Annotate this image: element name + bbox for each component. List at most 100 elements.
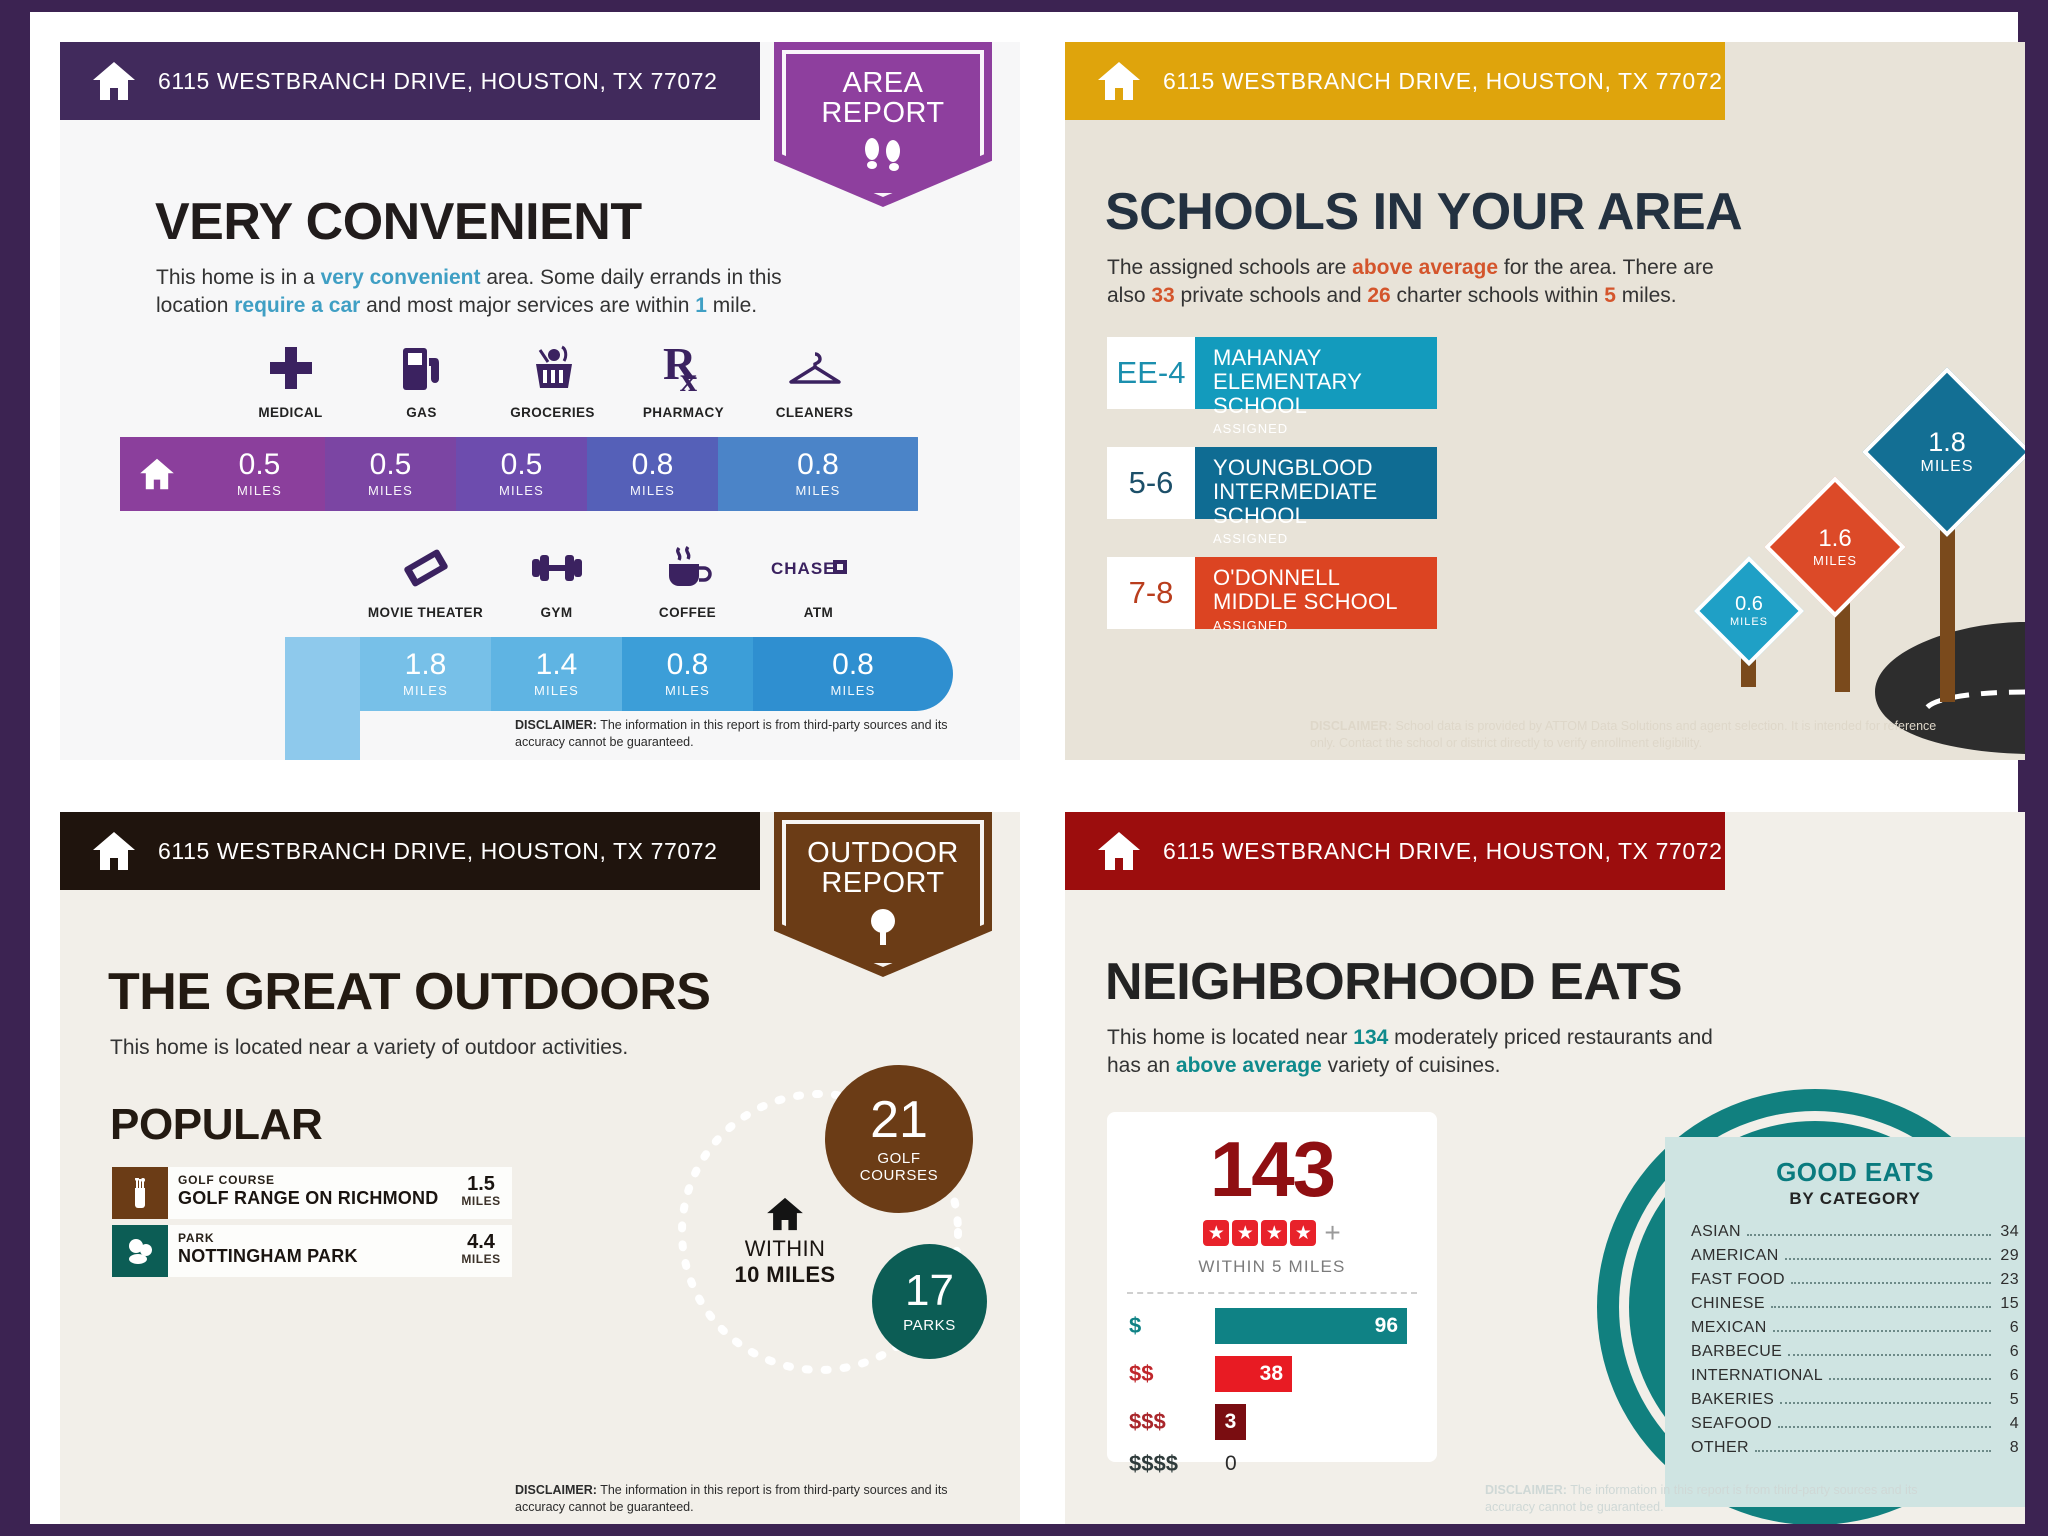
good-eats-count: 4 xyxy=(2009,1415,2019,1432)
area-bar-cutout xyxy=(285,511,953,606)
good-eats-row: FAST FOOD 23 xyxy=(1691,1271,2019,1289)
good-eats-category: INTERNATIONAL xyxy=(1691,1367,1824,1384)
home-icon xyxy=(1098,62,1140,100)
area-report-badge: AREA REPORT xyxy=(774,42,992,207)
property-address: 6115 WESTBRANCH DRIVE, HOUSTON, TX 77072 xyxy=(158,837,718,864)
area-label-coffee: COFFEE xyxy=(658,605,717,620)
leader-dots xyxy=(1784,1258,1991,1260)
area-dist-gym: 1.4 MILES xyxy=(491,637,622,711)
price-bar-3: 3 xyxy=(1215,1404,1246,1440)
popular-row-park: PARK NOTTINGHAM PARK 4.4 MILES xyxy=(112,1225,512,1277)
area-label-medical: MEDICAL xyxy=(258,405,323,420)
area-top-distance-bar: 0.5 MILES 0.5 MILES 0.5 MILES 0.8 MILES 0.8 M… xyxy=(120,437,953,511)
dumbbell-icon xyxy=(491,537,622,599)
outdoor-title: THE GREAT OUTDOORS xyxy=(108,963,711,1021)
school-name-0: MAHANAY ELEMENTARY SCHOOL xyxy=(1213,345,1362,418)
medical-cross-icon xyxy=(225,337,356,399)
school-grade-1: 5-6 xyxy=(1107,447,1195,519)
school-status-2: ASSIGNED xyxy=(1213,617,1289,633)
good-eats-category: BARBECUE xyxy=(1691,1343,1783,1360)
price-row-1: $ 96 xyxy=(1129,1308,1421,1344)
food-title: NEIGHBORHOOD EATS xyxy=(1105,953,1683,1011)
grocery-basket-icon xyxy=(487,337,618,399)
outdoor-badge-line2: REPORT xyxy=(821,867,945,900)
school-grade-0: EE-4 xyxy=(1107,337,1195,409)
area-item-medical: MEDICAL xyxy=(225,337,356,420)
area-dist-atm: 0.8 MILES xyxy=(753,637,953,711)
area-dist-pharmacy: 0.8 MILES xyxy=(587,437,718,511)
footprints-icon xyxy=(865,137,900,171)
school-info-2: O'DONNELL MIDDLE SCHOOL ASSIGNED xyxy=(1195,557,1437,633)
leader-dots xyxy=(1780,1402,1991,1404)
good-eats-count: 34 xyxy=(2000,1223,2019,1240)
price-bar-2: 38 xyxy=(1215,1356,1292,1392)
sign-post-2 xyxy=(1940,482,1955,702)
food-subtitle: This home is located near 134 moderately… xyxy=(1107,1026,1713,1078)
area-label-movie: MOVIE THEATER xyxy=(367,605,484,620)
area-disclaimer: DISCLAIMER: The information in this repo… xyxy=(515,718,948,749)
popular-golf-distance: 1.5 MILES xyxy=(461,1173,501,1208)
outdoor-report-badge: OUTDOOR REPORT xyxy=(774,812,992,977)
leader-dots xyxy=(1747,1234,1991,1236)
good-eats-panel: GOOD EATS BY CATEGORY ASIAN 34 AMERICAN 29 F… xyxy=(1665,1137,2025,1507)
good-eats-count: 6 xyxy=(2009,1343,2019,1360)
home-icon xyxy=(140,458,174,490)
area-label-groceries: GROCERIES xyxy=(510,405,595,420)
bar-home-icon-cell xyxy=(120,437,194,511)
school-status-0: ASSIGNED xyxy=(1213,421,1289,437)
outdoor-badge-line1: OUTDOOR xyxy=(807,837,959,869)
road-sign-1: 1.6 MILES xyxy=(1764,476,1906,618)
home-icon xyxy=(1098,832,1140,870)
area-dist-groceries: 0.5 MILES xyxy=(456,437,587,511)
food-report-header: 6115 WESTBRANCH DRIVE, HOUSTON, TX 77072 xyxy=(1065,812,1725,890)
area-bar-tail xyxy=(285,637,360,760)
price-row-4: $$$$ 0 xyxy=(1129,1451,1237,1476)
area-item-atm: CHASE ATM xyxy=(753,537,884,620)
price-bar-1: 96 xyxy=(1215,1308,1407,1344)
school-title: SCHOOLS IN YOUR AREA xyxy=(1105,183,1743,241)
price-summary-card: 143 ★ ★ ★ ★ + WITHIN 5 MILES $ 96 $$ 38 … xyxy=(1107,1112,1437,1476)
area-badge-line1: AREA xyxy=(842,67,924,99)
school-info-0: MAHANAY ELEMENTARY SCHOOL ASSIGNED xyxy=(1195,337,1437,436)
restaurant-count: 143 xyxy=(1209,1125,1336,1213)
area-item-groceries: GROCERIES xyxy=(487,337,618,420)
area-subtitle: This home is in a very convenient area. … xyxy=(156,266,782,318)
star-icon: ★ xyxy=(1203,1220,1230,1246)
area-bottom-icons: MOVIE THEATER GYM COFFEE CHASE ATM xyxy=(360,537,884,620)
good-eats-title: GOOD EATS xyxy=(1776,1157,1934,1187)
good-eats-row: ASIAN 34 xyxy=(1691,1223,2019,1241)
good-eats-subtitle: BY CATEGORY xyxy=(1789,1189,1921,1208)
movie-ticket-icon xyxy=(360,537,491,599)
price-row-3: $$$ 3 xyxy=(1129,1404,1421,1440)
home-icon xyxy=(93,62,135,100)
star-plus: + xyxy=(1324,1216,1341,1248)
good-eats-count: 6 xyxy=(2009,1319,2019,1336)
area-dist-movie: 1.8 MILES xyxy=(360,637,491,711)
food-disclaimer: DISCLAIMER: The information in this repo… xyxy=(1485,1483,1918,1514)
road-sign-0: 0.6 MILES xyxy=(1693,555,1805,667)
leader-dots xyxy=(1770,1306,1991,1308)
area-label-cleaners: CLEANERS xyxy=(775,405,854,420)
good-eats-count: 6 xyxy=(2009,1367,2019,1384)
area-item-gym: GYM xyxy=(491,537,622,620)
good-eats-row: BARBECUE 6 xyxy=(1691,1343,2019,1361)
good-eats-row: AMERICAN 29 xyxy=(1691,1247,2019,1265)
outdoor-report-header: 6115 WESTBRANCH DRIVE, HOUSTON, TX 77072 xyxy=(60,812,760,890)
good-eats-count: 8 xyxy=(2009,1439,2019,1456)
leader-dots xyxy=(1829,1378,1991,1380)
good-eats-row: INTERNATIONAL 6 xyxy=(1691,1367,2019,1385)
good-eats-row: BAKERIES 5 xyxy=(1691,1391,2019,1409)
report-page: 6115 WESTBRANCH DRIVE, HOUSTON, TX 77072… xyxy=(30,12,2025,1524)
tree-icon xyxy=(871,908,895,945)
area-dist-medical: 0.5 MILES xyxy=(194,437,325,511)
popular-golf-info: GOLF COURSE GOLF RANGE ON RICHMOND xyxy=(178,1173,439,1208)
area-label-gym: GYM xyxy=(540,605,573,620)
school-disclaimer: DISCLAIMER: School data is provided by A… xyxy=(1310,719,1937,750)
popular-park-info: PARK NOTTINGHAM PARK xyxy=(178,1231,358,1266)
area-bottom-distance-bar: 1.8 MILES 1.4 MILES 0.8 MILES 0.8 MILES xyxy=(285,637,953,711)
school-row-1: 5-6 YOUNGBLOOD INTERMEDIATE SCHOOL ASSIG… xyxy=(1107,447,1437,546)
area-report-card: 6115 WESTBRANCH DRIVE, HOUSTON, TX 77072… xyxy=(60,42,1020,760)
chase-bank-icon: CHASE xyxy=(753,537,884,599)
good-eats-category: ASIAN xyxy=(1691,1223,1742,1240)
good-eats-row: MEXICAN 6 xyxy=(1691,1319,2019,1337)
